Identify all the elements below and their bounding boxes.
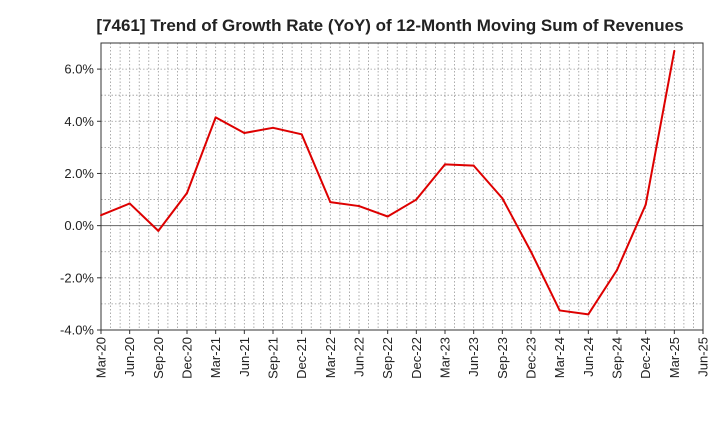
data-point [472, 164, 475, 167]
y-tick-label: -2.0% [60, 270, 94, 285]
data-point [214, 116, 217, 119]
x-tick-label: Sep-22 [380, 337, 395, 379]
data-point [501, 197, 504, 200]
data-point [358, 205, 360, 208]
data-point [386, 215, 389, 218]
data-point [587, 313, 590, 316]
x-tick-label: Sep-24 [610, 337, 625, 379]
data-point [186, 192, 188, 195]
x-tick-label: Dec-22 [409, 337, 424, 379]
series-layer [100, 49, 676, 316]
y-tick-label: 4.0% [64, 114, 94, 129]
x-tick-label: Jun-20 [122, 337, 137, 377]
x-tick-label: Mar-23 [438, 337, 453, 378]
x-tick-label: Mar-20 [94, 337, 109, 378]
data-point [300, 133, 303, 136]
data-point [530, 250, 532, 253]
data-point [644, 203, 647, 206]
y-tick-label: 6.0% [64, 62, 94, 77]
data-point [444, 163, 446, 166]
x-tick-label: Mar-22 [323, 337, 338, 378]
x-tick-label: Dec-21 [294, 337, 309, 379]
y-tick-label: 0.0% [64, 218, 94, 233]
y-tick-label: 2.0% [64, 166, 94, 181]
plot-frame [100, 42, 704, 331]
x-tick-label: Mar-21 [208, 337, 223, 378]
data-point [157, 229, 160, 232]
data-point [272, 126, 274, 129]
data-point [673, 49, 676, 52]
x-tick-label: Jun-21 [237, 337, 252, 377]
x-tick-label: Jun-24 [581, 337, 596, 377]
y-tick-label: -4.0% [60, 323, 94, 338]
data-point [243, 132, 246, 135]
data-point [616, 268, 618, 271]
x-tick-label: Jun-22 [352, 337, 367, 377]
x-tick-label: Sep-20 [151, 337, 166, 379]
data-point [128, 202, 131, 205]
x-tick-label: Dec-20 [180, 337, 195, 379]
x-tick-label: Jun-23 [466, 337, 481, 377]
grid [101, 42, 703, 331]
x-tick-label: Sep-23 [495, 337, 510, 379]
plot-area [101, 43, 703, 330]
x-tick-label: Jun-25 [696, 337, 711, 377]
data-point [100, 214, 102, 217]
data-point [558, 309, 561, 312]
x-tick-label: Dec-24 [638, 337, 653, 379]
data-point [329, 201, 332, 204]
chart-title: [7461] Trend of Growth Rate (YoY) of 12-… [96, 16, 683, 35]
data-point [415, 198, 418, 201]
x-tick-label: Mar-25 [667, 337, 682, 378]
x-tick-label: Sep-21 [266, 337, 281, 379]
axes: -4.0% -2.0% 0.0% 2.0% 4.0% 6.0% Mar-20 Jun-20 Se… [60, 42, 711, 379]
x-tick-label: Mar-24 [552, 337, 567, 378]
x-tick-label: Dec-23 [524, 337, 539, 379]
